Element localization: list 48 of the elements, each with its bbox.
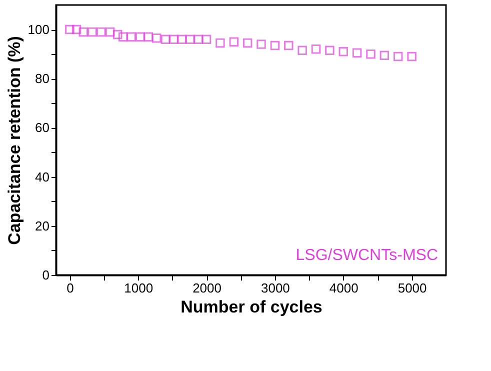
- point: [202, 34, 212, 44]
- y-tick-label: 0: [42, 268, 50, 282]
- point: [185, 34, 195, 44]
- point: [78, 27, 88, 37]
- point: [311, 44, 321, 54]
- point: [136, 32, 145, 42]
- point: [88, 27, 97, 37]
- x-tick-label: 5000: [398, 280, 427, 296]
- point: [229, 37, 239, 46]
- point: [65, 24, 74, 34]
- point: [325, 46, 334, 56]
- point: [338, 47, 348, 56]
- x-tick-label: 2000: [192, 280, 222, 296]
- point: [366, 49, 376, 59]
- y-axis-title: Capacitance retention (%): [4, 36, 24, 245]
- point: [270, 40, 280, 50]
- point: [393, 52, 403, 62]
- point: [256, 40, 266, 49]
- point: [72, 24, 82, 34]
- y-tick-label: 40: [35, 169, 50, 184]
- x-tick-label: 1000: [124, 280, 154, 296]
- y-tick-label: 80: [35, 71, 50, 86]
- point: [284, 40, 294, 50]
- point: [352, 48, 362, 58]
- text: LSG/SWCNTs-MSC: [296, 247, 438, 264]
- x-tick-label: 4000: [329, 280, 358, 296]
- y-tick-label: 60: [35, 120, 50, 136]
- point: [407, 52, 416, 62]
- point: [112, 30, 122, 40]
- point: [194, 34, 203, 44]
- x-axis-title: Number of cycles: [180, 298, 322, 316]
- x-tick-label: 3000: [260, 280, 290, 296]
- point: [242, 38, 252, 48]
- x-tick-label: 0: [66, 280, 74, 296]
- y-tick-label: 20: [35, 218, 50, 234]
- point: [298, 46, 307, 56]
- point: [160, 34, 170, 44]
- point: [216, 38, 225, 48]
- point: [96, 27, 106, 37]
- point: [105, 27, 115, 37]
- point: [144, 32, 153, 42]
- point: [380, 50, 390, 60]
- point: [169, 34, 178, 44]
- point: [126, 32, 136, 42]
- point: [177, 34, 187, 44]
- y-tick-label: 100: [28, 22, 50, 38]
- point: [152, 34, 162, 43]
- point: [118, 32, 128, 42]
